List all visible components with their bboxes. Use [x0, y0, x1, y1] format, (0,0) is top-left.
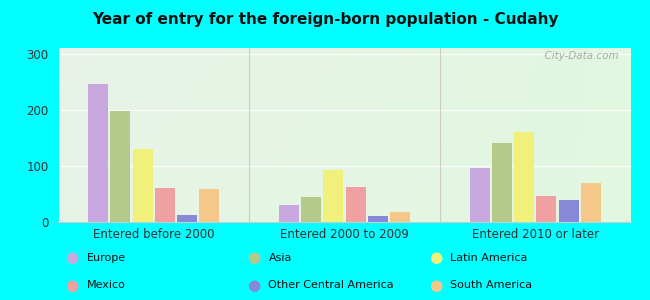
Bar: [88, 85, 109, 222]
Bar: [200, 189, 220, 222]
Bar: [368, 216, 388, 222]
Bar: [514, 132, 534, 222]
Text: Mexico: Mexico: [86, 280, 125, 290]
Text: ●: ●: [65, 250, 78, 266]
Bar: [580, 183, 601, 222]
Bar: [177, 215, 197, 222]
Text: ●: ●: [247, 278, 260, 292]
Text: Other Central America: Other Central America: [268, 280, 394, 290]
Bar: [492, 143, 512, 222]
Text: Asia: Asia: [268, 253, 292, 263]
Bar: [469, 168, 489, 222]
Text: South America: South America: [450, 280, 532, 290]
Text: Latin America: Latin America: [450, 253, 528, 263]
Text: Europe: Europe: [86, 253, 125, 263]
Bar: [390, 212, 410, 222]
Bar: [301, 197, 321, 222]
Text: ●: ●: [247, 250, 260, 266]
Bar: [111, 111, 131, 222]
Text: City-Data.com: City-Data.com: [538, 52, 619, 61]
Bar: [279, 205, 299, 222]
Text: Year of entry for the foreign-born population - Cudahy: Year of entry for the foreign-born popul…: [92, 12, 558, 27]
Text: ●: ●: [429, 250, 442, 266]
Bar: [558, 200, 578, 222]
Bar: [133, 149, 153, 222]
Text: ●: ●: [65, 278, 78, 292]
Bar: [323, 170, 343, 222]
Bar: [346, 187, 366, 222]
Text: ●: ●: [429, 278, 442, 292]
Bar: [536, 196, 556, 222]
Bar: [155, 188, 175, 222]
